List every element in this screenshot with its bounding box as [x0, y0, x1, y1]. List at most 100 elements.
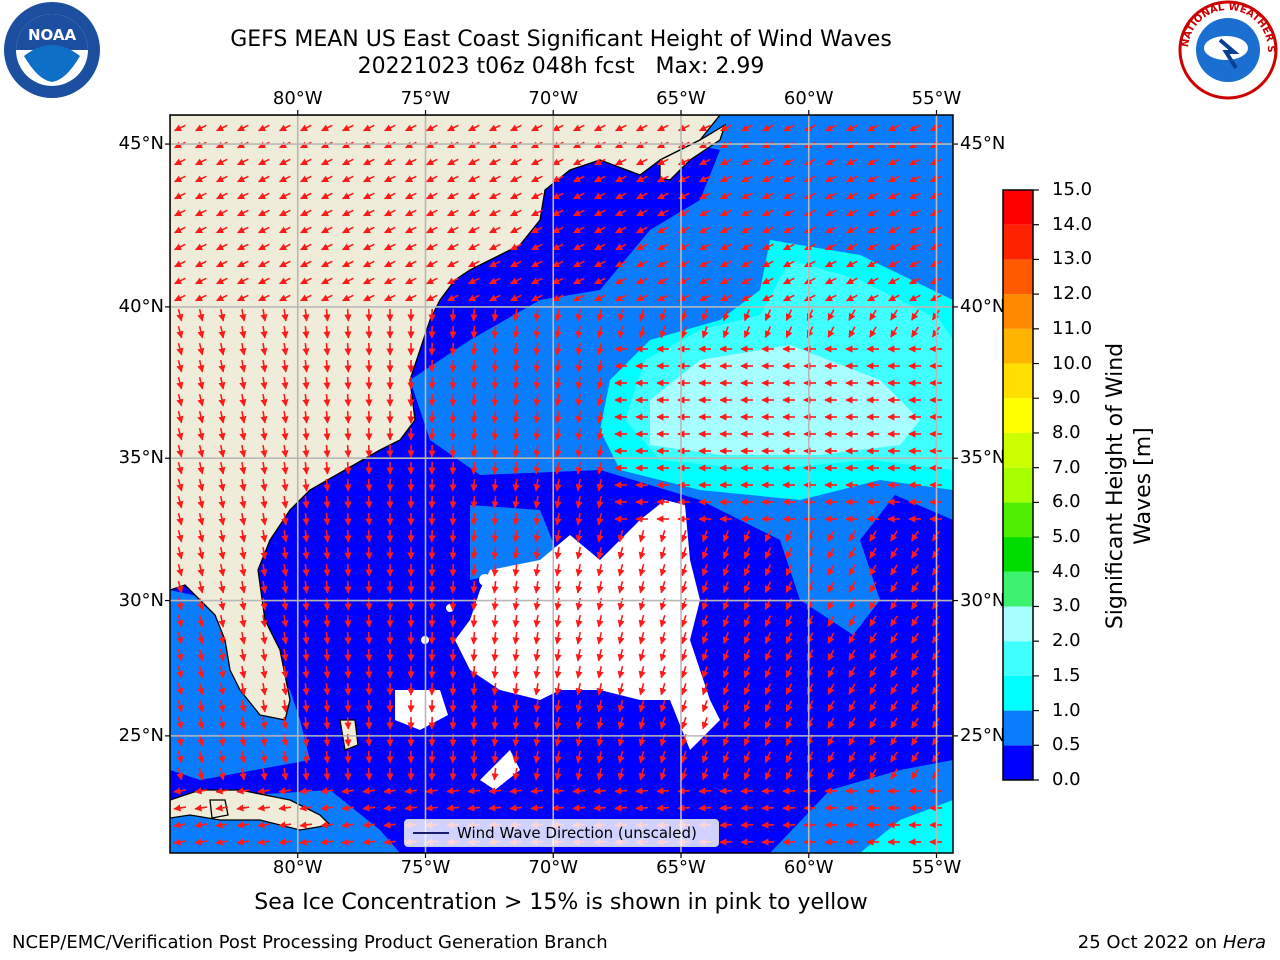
wave-direction-arrow	[302, 376, 310, 390]
wave-direction-arrow	[617, 580, 625, 594]
wave-direction-arrow	[491, 444, 499, 458]
lat-label: 30°N	[118, 589, 164, 611]
wave-direction-arrow	[804, 158, 816, 166]
wave-direction-arrow	[239, 461, 247, 475]
wave-direction-arrow	[239, 563, 247, 577]
lon-label: 60°W	[783, 857, 834, 878]
footer-host: Hera	[1222, 932, 1266, 953]
wave-direction-arrow	[762, 158, 774, 166]
wave-direction-arrow	[827, 326, 835, 338]
wave-direction-arrow	[911, 547, 919, 559]
colorbar-tick-label: 14.0	[1052, 213, 1093, 235]
wave-direction-arrow	[344, 427, 352, 441]
wave-direction-arrow	[281, 410, 289, 424]
wave-direction-arrow	[344, 410, 352, 424]
wave-direction-arrow	[323, 699, 331, 713]
wave-direction-arrow	[741, 226, 753, 234]
wave-direction-arrow	[300, 141, 312, 149]
wave-direction-arrow	[197, 325, 205, 339]
wave-direction-arrow	[636, 209, 648, 217]
wave-direction-arrow	[302, 512, 310, 526]
wave-direction-arrow	[888, 158, 900, 166]
lon-label: 60°W	[783, 88, 834, 109]
wave-direction-arrow	[762, 226, 774, 234]
colorbar-tick-label: 6.0	[1052, 491, 1081, 513]
wave-direction-arrow	[239, 648, 247, 662]
wave-direction-arrow	[575, 529, 583, 543]
wave-direction-arrow	[449, 461, 457, 475]
wave-direction-arrow	[888, 141, 900, 149]
wave-direction-arrow	[699, 124, 711, 132]
wave-direction-arrow	[197, 648, 205, 662]
wave-direction-arrow	[470, 512, 478, 526]
wave-direction-arrow	[323, 359, 331, 373]
wave-direction-arrow	[197, 478, 205, 492]
wave-direction-arrow	[197, 529, 205, 543]
wave-direction-arrow	[258, 226, 270, 234]
wave-direction-arrow	[594, 209, 606, 217]
wave-direction-arrow	[867, 277, 879, 285]
wave-direction-arrow	[909, 260, 921, 268]
wave-direction-arrow	[197, 393, 205, 407]
wave-direction-arrow	[449, 393, 457, 407]
wave-direction-arrow	[449, 410, 457, 424]
wave-direction-arrow	[638, 632, 646, 645]
wave-direction-arrow	[722, 632, 730, 645]
lat-label: 40°N	[960, 295, 1006, 317]
wave-direction-arrow	[825, 243, 837, 251]
colorbar-tick-label: 10.0	[1052, 352, 1093, 374]
wave-direction-arrow	[363, 124, 375, 132]
wave-direction-arrow	[512, 580, 520, 594]
colorbar-segment	[1003, 571, 1033, 607]
wave-direction-arrow	[785, 581, 793, 594]
wave-direction-arrow	[363, 209, 375, 217]
footer-date: 25 Oct 2022 on	[1077, 932, 1218, 953]
wave-direction-arrow	[281, 648, 289, 662]
wave-direction-arrow	[302, 444, 310, 458]
wave-direction-arrow	[614, 787, 628, 795]
wave-direction-arrow	[594, 226, 606, 234]
wave-direction-arrow	[531, 277, 543, 285]
wave-direction-arrow	[281, 359, 289, 373]
wave-direction-arrow	[593, 787, 607, 795]
wave-direction-arrow	[449, 478, 457, 492]
wave-direction-arrow	[533, 461, 541, 475]
wave-direction-arrow	[533, 444, 541, 458]
wave-direction-arrow	[491, 495, 499, 509]
wave-direction-arrow	[596, 359, 604, 373]
colorbar-tick-label: 3.0	[1052, 595, 1081, 617]
wave-direction-arrow	[470, 563, 478, 577]
wave-direction-arrow	[260, 614, 268, 628]
wave-direction-arrow	[300, 124, 312, 132]
wave-direction-arrow	[174, 294, 186, 302]
wave-direction-arrow	[279, 124, 291, 132]
wave-direction-arrow	[239, 546, 247, 560]
wave-direction-arrow	[533, 546, 541, 560]
wave-direction-arrow	[197, 308, 205, 322]
wave-direction-arrow	[783, 243, 795, 251]
wave-direction-arrow	[468, 175, 480, 183]
wave-direction-arrow	[195, 226, 207, 234]
wave-direction-arrow	[176, 461, 184, 475]
lon-label: 75°W	[400, 857, 451, 878]
wave-direction-arrow	[743, 564, 751, 577]
wave-direction-arrow	[533, 512, 541, 526]
wave-direction-arrow	[636, 192, 648, 200]
wave-direction-arrow	[720, 260, 732, 268]
wave-direction-arrow	[531, 243, 543, 251]
wave-direction-arrow	[869, 530, 877, 542]
colorbar-tick-label: 13.0	[1052, 248, 1093, 270]
wave-direction-arrow	[909, 294, 921, 302]
wave-direction-arrow	[195, 175, 207, 183]
wave-direction-arrow	[596, 478, 604, 492]
wave-direction-arrow	[722, 615, 730, 628]
lat-label: 35°N	[960, 447, 1006, 469]
wave-direction-arrow	[867, 294, 879, 302]
wave-direction-arrow	[302, 614, 310, 628]
wave-direction-arrow	[323, 682, 331, 696]
wave-direction-arrow	[890, 632, 898, 644]
wave-direction-arrow	[827, 615, 835, 627]
legend-line-icon	[413, 832, 449, 834]
wave-direction-arrow	[510, 192, 522, 200]
wave-direction-arrow	[302, 308, 310, 322]
